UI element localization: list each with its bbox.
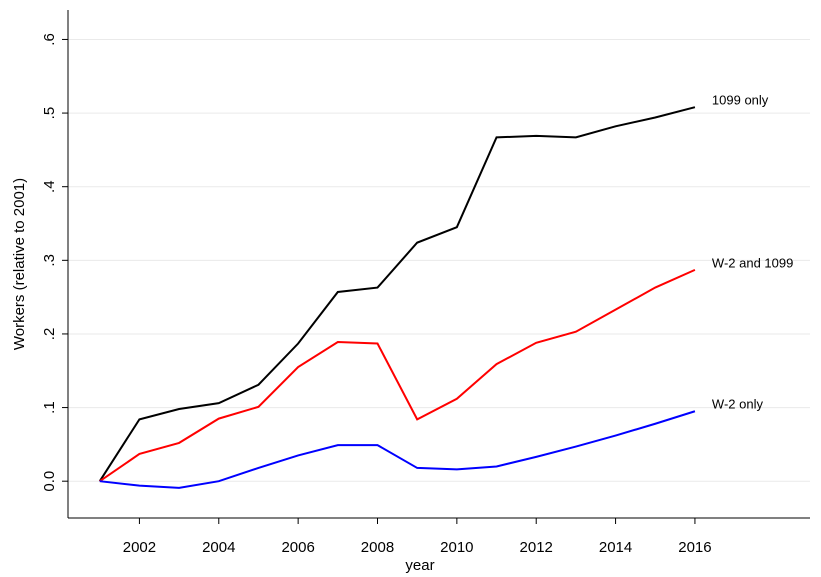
series-label: W-2 and 1099 — [712, 255, 793, 270]
series-label: 1099 only — [712, 93, 769, 108]
y-tick-label: 0.0 — [41, 471, 58, 492]
x-tick-label: 2016 — [678, 539, 711, 556]
line — [98, 106, 696, 482]
y-axis-label: Workers (relative to 2001) — [11, 178, 28, 350]
y-tick-label: .2 — [41, 328, 58, 341]
x-axis-label: year — [405, 557, 434, 574]
x-tick-label: 2008 — [361, 539, 394, 556]
y-tick-label: .4 — [41, 180, 58, 193]
x-tick-label: 2004 — [202, 539, 235, 556]
y-tick-label: .3 — [41, 254, 58, 267]
x-tick-label: 2002 — [123, 539, 156, 556]
y-tick-label: .5 — [41, 107, 58, 120]
x-tick-label: 2014 — [599, 539, 632, 556]
line — [99, 268, 696, 483]
y-tick-label: .6 — [41, 33, 58, 46]
line — [99, 410, 696, 489]
x-tick-label: 2012 — [520, 539, 553, 556]
x-tick-label: 2010 — [440, 539, 473, 556]
series-label: W-2 only — [712, 397, 764, 412]
x-tick-label: 2006 — [281, 539, 314, 556]
y-tick-label: .1 — [41, 401, 58, 414]
